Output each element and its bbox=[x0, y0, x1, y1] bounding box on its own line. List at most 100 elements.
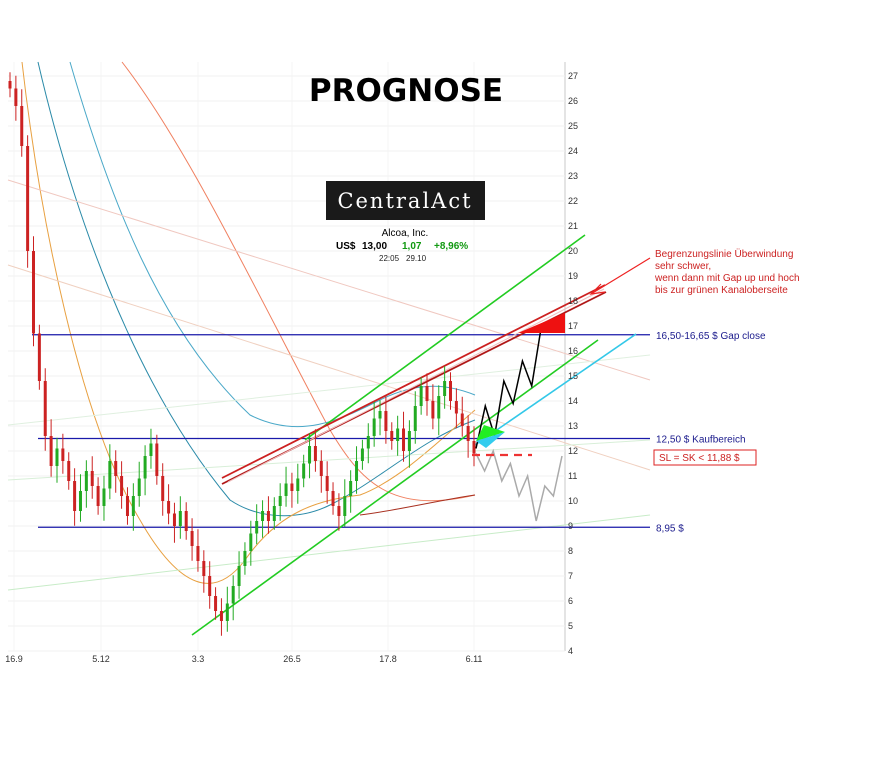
candle-body bbox=[366, 436, 370, 449]
centralact-logo-text: CentralAct bbox=[337, 189, 472, 213]
candle-body bbox=[231, 586, 235, 604]
candle-body bbox=[313, 446, 317, 461]
candle-body bbox=[114, 461, 118, 476]
gap-close-red-triangle bbox=[518, 313, 565, 333]
candle-body bbox=[31, 251, 35, 334]
candle-body bbox=[108, 461, 112, 489]
quote-date: 29.10 bbox=[406, 254, 427, 263]
candle-body bbox=[384, 411, 388, 431]
candle-body bbox=[49, 436, 53, 466]
y-tick-label: 4 bbox=[568, 646, 573, 656]
x-axis-ticks: 16.9 5.12 3.3 26.5 17.8 6.11 bbox=[5, 654, 482, 664]
currency-label: US$ bbox=[336, 241, 356, 252]
candle-body bbox=[143, 456, 147, 479]
candle-body bbox=[78, 491, 82, 511]
candle-body bbox=[454, 401, 458, 414]
x-tick-label: 5.12 bbox=[92, 654, 110, 664]
candle-body bbox=[55, 448, 59, 466]
y-tick-label: 11 bbox=[568, 471, 577, 481]
boundary-line bbox=[221, 284, 607, 485]
candle-body bbox=[261, 511, 265, 521]
ma-mid-teal bbox=[37, 61, 476, 517]
candle-body bbox=[184, 511, 188, 531]
level-label-gap-close: 16,50-16,65 $ Gap close bbox=[656, 331, 766, 342]
candle-body bbox=[14, 88, 18, 106]
candle-body bbox=[137, 478, 141, 496]
channel-cyan bbox=[474, 333, 637, 446]
y-tick-label: 13 bbox=[568, 421, 578, 431]
y-tick-label: 27 bbox=[568, 71, 578, 81]
y-axis-ticks: 4 5 6 7 8 9 10 11 12 13 14 15 16 17 18 19 20 21 22 23 24 25 26… bbox=[568, 71, 578, 656]
stop-loss-box bbox=[653, 449, 757, 466]
candle-body bbox=[26, 146, 30, 251]
candle-body bbox=[278, 496, 282, 506]
candle-body bbox=[167, 501, 171, 514]
candle-body bbox=[284, 483, 288, 496]
candle-body bbox=[172, 513, 176, 526]
y-tick-label: 7 bbox=[568, 571, 573, 581]
ma-short-orange bbox=[21, 61, 476, 584]
channel-upper-green bbox=[304, 234, 586, 441]
candle-body bbox=[449, 381, 453, 401]
candle-body bbox=[413, 406, 417, 431]
candle-body bbox=[466, 426, 470, 441]
candle-body bbox=[266, 511, 270, 521]
candle-body bbox=[43, 381, 47, 436]
y-tick-label: 9 bbox=[568, 521, 573, 531]
y-tick-label: 24 bbox=[568, 146, 578, 156]
level-label-buy-zone: 12,50 $ Kaufbereich bbox=[656, 435, 746, 446]
candle-body bbox=[102, 488, 106, 506]
forecast-bearish-path bbox=[475, 448, 563, 522]
buy-zone-green-triangle bbox=[476, 425, 505, 441]
price-change-pct: +8,96% bbox=[434, 241, 468, 252]
candle-body bbox=[202, 561, 206, 576]
annotation-line-2: sehr schwer, bbox=[655, 261, 711, 272]
last-price: 13,00 bbox=[362, 241, 387, 252]
candle-body bbox=[20, 106, 24, 146]
instrument-name: Alcoa, Inc. bbox=[382, 228, 429, 239]
candle-body bbox=[67, 461, 71, 481]
candle-body bbox=[325, 476, 329, 491]
candle-body bbox=[161, 476, 165, 501]
candle-body bbox=[302, 463, 306, 479]
candle-body bbox=[460, 413, 464, 426]
gridlines bbox=[8, 62, 565, 652]
candle-body bbox=[84, 471, 88, 491]
candle-body bbox=[349, 481, 353, 496]
annotation-arrow-line bbox=[590, 257, 651, 295]
faint-trend-2 bbox=[7, 264, 651, 471]
boundary-line-3 bbox=[227, 288, 605, 483]
x-tick-label: 16.9 bbox=[5, 654, 23, 664]
candle-body bbox=[131, 496, 135, 516]
channel-lower-green bbox=[191, 339, 599, 636]
candle-body bbox=[73, 481, 77, 511]
candle-body bbox=[472, 441, 476, 454]
annotation-line-1: Begrenzungslinie Überwindung bbox=[655, 248, 793, 260]
candle-body bbox=[249, 533, 253, 551]
y-tick-label: 6 bbox=[568, 596, 573, 606]
y-tick-label: 12 bbox=[568, 446, 578, 456]
candle-body bbox=[407, 431, 411, 451]
candle-body bbox=[125, 496, 129, 516]
annotation-line-4: bis zur grünen Kanaloberseite bbox=[655, 285, 788, 296]
y-tick-label: 25 bbox=[568, 121, 578, 131]
candle-body bbox=[437, 396, 441, 419]
y-tick-label: 18 bbox=[568, 296, 578, 306]
x-tick-label: 3.3 bbox=[192, 654, 205, 664]
boundary-line-1 bbox=[221, 284, 606, 479]
candle-body bbox=[96, 486, 100, 506]
candle-body bbox=[90, 471, 94, 486]
faint-trend-1 bbox=[7, 179, 651, 381]
candle-body bbox=[61, 448, 65, 461]
candle-body bbox=[431, 401, 435, 419]
candle-body bbox=[337, 506, 341, 516]
faint-trend-5 bbox=[7, 354, 651, 426]
candle-body bbox=[402, 428, 406, 451]
y-tick-label: 23 bbox=[568, 171, 578, 181]
y-tick-label: 16 bbox=[568, 346, 578, 356]
candle-body bbox=[225, 603, 229, 621]
candle-body bbox=[343, 496, 347, 516]
trend-channel bbox=[191, 234, 637, 636]
forecast-bullish-path bbox=[475, 328, 542, 449]
